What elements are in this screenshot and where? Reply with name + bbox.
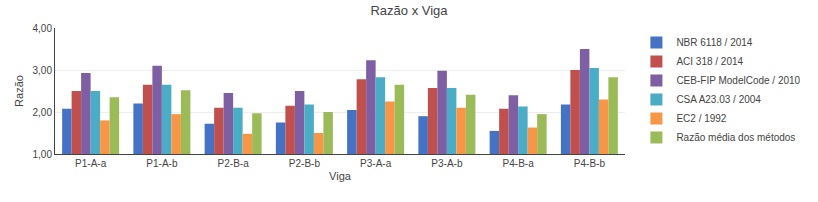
- svg-text:CSA A23.03 / 2004: CSA A23.03 / 2004: [676, 94, 761, 105]
- svg-text:P4-B-a: P4-B-a: [503, 158, 535, 169]
- svg-text:P4-B-b: P4-B-b: [574, 158, 606, 169]
- svg-text:P3-A-a: P3-A-a: [360, 158, 392, 169]
- svg-text:Razão x Viga: Razão x Viga: [370, 3, 448, 18]
- svg-text:Viga: Viga: [329, 170, 352, 182]
- svg-text:CEB-FIP ModelCode / 2010: CEB-FIP ModelCode / 2010: [676, 75, 800, 86]
- svg-text:P1-A-a: P1-A-a: [75, 158, 107, 169]
- svg-text:P2-B-a: P2-B-a: [218, 158, 250, 169]
- svg-text:P2-B-b: P2-B-b: [289, 158, 321, 169]
- svg-text:Razão média dos métodos: Razão média dos métodos: [676, 132, 795, 143]
- svg-text:P1-A-b: P1-A-b: [146, 158, 178, 169]
- svg-text:P3-A-b: P3-A-b: [431, 158, 463, 169]
- svg-text:EC2 / 1992: EC2 / 1992: [676, 113, 726, 124]
- svg-text:ACI 318 / 2014: ACI 318 / 2014: [676, 56, 743, 67]
- svg-text:1,00: 1,00: [33, 149, 53, 160]
- svg-text:3,00: 3,00: [33, 65, 53, 76]
- svg-text:NBR 6118 / 2014: NBR 6118 / 2014: [676, 37, 752, 48]
- svg-text:2,00: 2,00: [33, 107, 53, 118]
- svg-text:Razão: Razão: [13, 75, 25, 107]
- svg-text:4,00: 4,00: [33, 23, 53, 34]
